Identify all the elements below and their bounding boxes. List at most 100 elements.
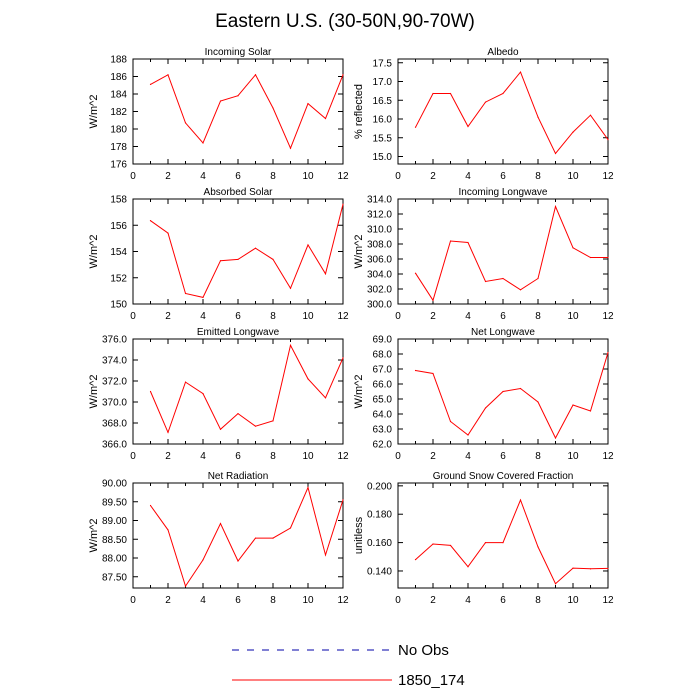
panel-incoming-solar-series-1850-174 xyxy=(150,73,344,150)
panel-incoming-longwave-ytick-label: 308.0 xyxy=(367,240,392,251)
panel-net-longwave-ytick-label: 62.0 xyxy=(373,440,393,451)
panel-net-longwave-title: Net Longwave xyxy=(471,327,535,338)
panel-emitted-longwave: Emitted Longwave W/m^2 0 2 4 6 8 10 12 366.0 368.0… xyxy=(88,327,349,462)
panel-emitted-longwave-point xyxy=(149,390,152,393)
panel-albedo-ytick-label: 16.5 xyxy=(373,96,393,107)
panel-net-longwave-point xyxy=(414,369,417,372)
panel-net-longwave-xtick-label: 0 xyxy=(395,451,401,462)
panel-incoming-longwave: Incoming Longwave W/m^2 0 2 4 6 8 10 12 300.0 302.… xyxy=(353,187,614,322)
panel-emitted-longwave-xtick-label: 12 xyxy=(337,451,349,462)
panel-incoming-longwave-point xyxy=(449,240,452,242)
panel-net-radiation-point xyxy=(149,504,152,507)
panel-net-radiation-xtick-label: 10 xyxy=(302,595,314,606)
panel-albedo-point xyxy=(432,92,434,95)
panel-absorbed-solar-xtick-label: 12 xyxy=(337,311,349,322)
panel-absorbed-solar-point xyxy=(342,203,344,205)
panel-ground-snow-covered-fraction-point xyxy=(502,541,504,544)
panel-net-radiation-point xyxy=(184,585,187,587)
panel-net-radiation-xtick-label: 6 xyxy=(235,595,241,606)
panel-net-radiation-point xyxy=(237,560,239,562)
panel-incoming-longwave-point xyxy=(572,247,574,249)
panel-emitted-longwave-ytick-label: 368.0 xyxy=(102,419,127,430)
panel-ground-snow-covered-fraction-xtick-label: 8 xyxy=(535,595,541,606)
panel-ground-snow-covered-fraction-ytick-label: 0.160 xyxy=(367,538,392,549)
panel-emitted-longwave-ylabel: W/m^2 xyxy=(88,375,100,409)
panel-incoming-solar-point xyxy=(254,74,257,76)
panel-albedo-ylabel: % reflected xyxy=(353,84,365,139)
legend-label-1850-174: 1850_174 xyxy=(398,672,465,689)
panel-incoming-solar-xtick-label: 2 xyxy=(165,171,171,182)
panel-incoming-longwave-point xyxy=(467,241,469,244)
panel-emitted-longwave-xtick-label: 6 xyxy=(235,451,241,462)
panel-incoming-longwave-ytick-label: 304.0 xyxy=(367,270,392,281)
panel-albedo-xtick-label: 0 xyxy=(395,171,401,182)
panel-absorbed-solar-ytick-label: 158 xyxy=(110,195,127,206)
panel-absorbed-solar: Absorbed Solar W/m^2 0 2 4 6 8 10 12 150 152 154 156… xyxy=(88,187,349,322)
panel-ground-snow-covered-fraction-ytick-label: 0.140 xyxy=(367,566,392,577)
panel-incoming-solar-title: Incoming Solar xyxy=(205,47,272,58)
panel-incoming-solar-point xyxy=(237,95,239,97)
panel-incoming-solar-ytick-label: 186 xyxy=(110,72,127,83)
panel-incoming-solar-point xyxy=(342,74,344,76)
panel-albedo-point xyxy=(449,92,452,95)
panel-incoming-solar-frame xyxy=(132,58,344,165)
panel-incoming-solar-xtick-label: 6 xyxy=(235,171,241,182)
panel-incoming-solar-point xyxy=(149,83,152,85)
panel-albedo-point xyxy=(519,71,522,73)
panel-incoming-longwave-xtick-label: 6 xyxy=(500,311,506,322)
panel-absorbed-solar-point xyxy=(289,287,292,289)
panel-net-longwave-ytick-label: 64.0 xyxy=(373,410,393,421)
panel-ground-snow-covered-fraction-point xyxy=(607,567,609,570)
panel-incoming-longwave-point xyxy=(589,256,592,259)
panel-incoming-solar-xtick-label: 4 xyxy=(200,171,206,182)
panel-net-radiation-xtick-label: 8 xyxy=(270,595,276,606)
panel-albedo-point xyxy=(589,114,592,116)
panel-ground-snow-covered-fraction-xtick-label: 0 xyxy=(395,595,401,606)
panel-absorbed-solar-point xyxy=(149,220,152,222)
panel-ground-snow-covered-fraction-point xyxy=(572,567,574,569)
panel-albedo-point xyxy=(572,131,574,133)
panel-net-longwave-point xyxy=(502,390,504,393)
panel-albedo-point xyxy=(537,116,539,118)
panel-incoming-longwave-xtick-label: 8 xyxy=(535,311,541,322)
panel-ground-snow-covered-fraction-point xyxy=(484,541,487,544)
panel-net-radiation-point xyxy=(324,554,327,556)
panel-emitted-longwave-point xyxy=(307,378,309,380)
panel-incoming-longwave-point xyxy=(519,289,522,291)
panel-ground-snow-covered-fraction-xtick-label: 6 xyxy=(500,595,506,606)
panel-net-longwave-point xyxy=(519,387,522,390)
panel-incoming-longwave-xtick-label: 4 xyxy=(465,311,471,322)
panel-incoming-longwave-point xyxy=(607,256,609,259)
panel-net-radiation-ytick-label: 88.50 xyxy=(102,535,127,546)
panel-incoming-solar-point xyxy=(324,117,327,120)
panel-emitted-longwave-ytick-label: 376.0 xyxy=(102,335,127,346)
panel-absorbed-solar-series-1850-174 xyxy=(150,204,344,298)
panel-albedo-point xyxy=(502,92,504,95)
panel-emitted-longwave-point xyxy=(342,357,344,359)
panel-emitted-longwave-xtick-label: 4 xyxy=(200,451,206,462)
panel-net-radiation-ytick-label: 90.00 xyxy=(102,479,127,490)
panel-emitted-longwave-ytick-label: 372.0 xyxy=(102,377,127,388)
panel-incoming-longwave-point xyxy=(484,280,487,283)
panel-net-longwave-point xyxy=(589,410,592,412)
panel-net-radiation-point xyxy=(307,486,309,489)
panel-emitted-longwave-point xyxy=(289,344,292,346)
panel-absorbed-solar-xtick-label: 10 xyxy=(302,311,314,322)
panel-ground-snow-covered-fraction-point xyxy=(414,559,417,561)
panel-net-longwave-xtick-label: 2 xyxy=(430,451,436,462)
panel-incoming-solar-xtick-label: 10 xyxy=(302,171,314,182)
panel-net-longwave-xtick-label: 12 xyxy=(602,451,614,462)
panel-ground-snow-covered-fraction-series-1850-174 xyxy=(415,498,609,585)
panel-ground-snow-covered-fraction-title: Ground Snow Covered Fraction xyxy=(433,471,574,482)
panel-absorbed-solar-ytick-label: 156 xyxy=(110,221,127,232)
panel-ground-snow-covered-fraction: Ground Snow Covered Fraction unitless 0 2 4 6… xyxy=(353,471,614,606)
panel-emitted-longwave-ytick-label: 374.0 xyxy=(102,356,127,367)
panel-emitted-longwave-point xyxy=(167,431,169,434)
panel-incoming-solar-ytick-label: 184 xyxy=(110,90,127,101)
panel-albedo-point xyxy=(414,126,417,128)
panel-emitted-longwave-series-1850-174 xyxy=(150,343,344,434)
panel-emitted-longwave-point xyxy=(237,412,239,415)
panel-net-radiation-xtick-label: 4 xyxy=(200,595,206,606)
panel-net-radiation-xtick-label: 0 xyxy=(130,595,136,606)
